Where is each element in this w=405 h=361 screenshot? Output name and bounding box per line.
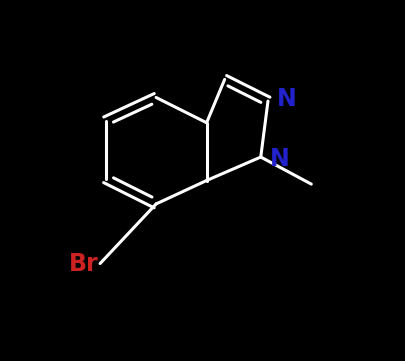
Text: Br: Br [68, 252, 98, 275]
Text: N: N [276, 87, 296, 111]
Text: N: N [269, 147, 289, 171]
